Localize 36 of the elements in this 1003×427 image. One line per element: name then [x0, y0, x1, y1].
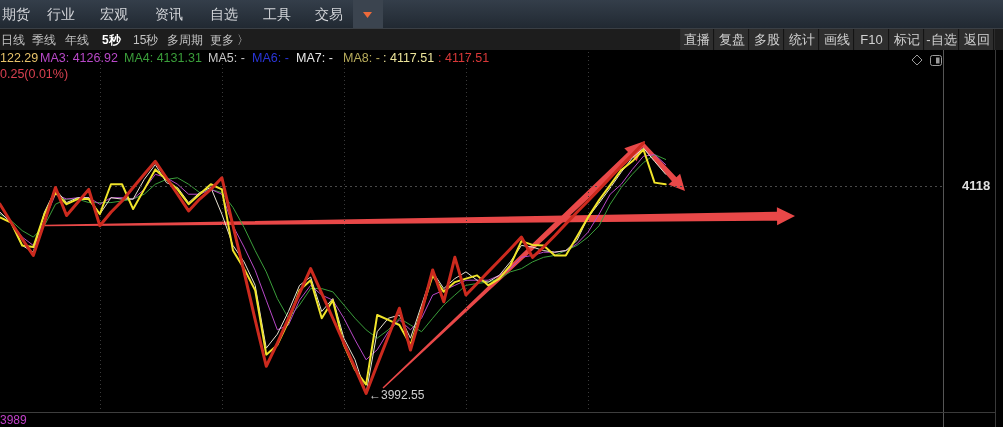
- text: 画线: [823, 32, 850, 47]
- text: 3989: [0, 413, 27, 427]
- text: 年线: [65, 32, 89, 47]
- text: MA7: -: [296, 50, 333, 66]
- text: 工具: [263, 5, 291, 23]
- text: MA6: -: [252, 50, 289, 66]
- text: 标记: [893, 32, 920, 47]
- text: 宏观: [100, 5, 128, 23]
- text: F10: [860, 32, 883, 47]
- text: 交易: [315, 5, 343, 23]
- text: 自选: [210, 5, 238, 23]
- text: 4118: [962, 178, 991, 194]
- text: 多股: [753, 32, 780, 47]
- text: MA3: 4126.92: [40, 50, 118, 66]
- text: 122.29: [0, 50, 39, 66]
- text: 期货: [2, 5, 30, 23]
- text: 5秒: [102, 32, 121, 47]
- text: 多周期: [167, 32, 203, 47]
- text: 直播: [684, 32, 710, 47]
- text: 15秒: [133, 32, 159, 47]
- text: 返回: [963, 32, 990, 47]
- text: : 4117.51: [383, 50, 435, 66]
- text: MA8: -: [343, 50, 380, 66]
- text: MA4: 4131.31: [124, 50, 202, 66]
- text: MA5: -: [208, 50, 245, 66]
- text: 日线: [1, 32, 25, 47]
- text: -自选: [926, 32, 957, 47]
- text: 行业: [47, 5, 75, 23]
- text: 资讯: [155, 5, 183, 23]
- annotation: ←3992.55: [369, 387, 425, 402]
- text: 复盘: [718, 32, 745, 47]
- text: 更多 〉: [210, 32, 250, 47]
- text: : 4117.51: [438, 50, 490, 66]
- text: 0.25(0.01%): [0, 66, 69, 82]
- text: 季线: [32, 32, 56, 47]
- text: 统计: [788, 32, 815, 47]
